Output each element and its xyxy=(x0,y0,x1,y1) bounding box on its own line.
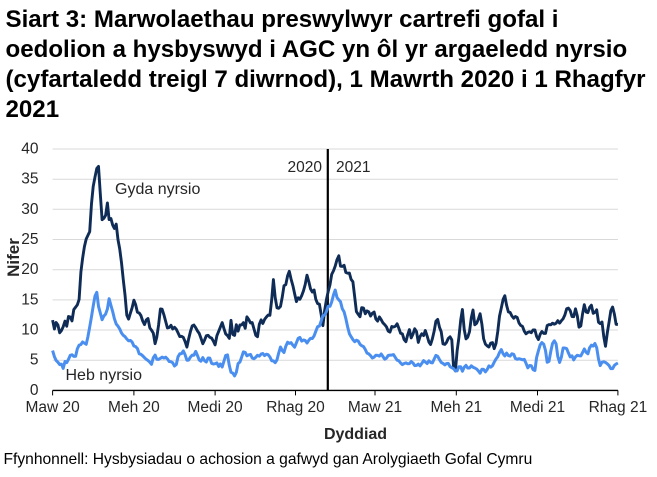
svg-text:Rhag 20: Rhag 20 xyxy=(266,399,325,416)
svg-text:Dyddiad: Dyddiad xyxy=(324,426,387,443)
svg-text:Heb nyrsio: Heb nyrsio xyxy=(66,367,143,384)
svg-text:0: 0 xyxy=(30,382,39,399)
svg-text:Medi 20: Medi 20 xyxy=(188,399,244,416)
svg-text:Medi 21: Medi 21 xyxy=(510,399,565,416)
svg-text:Maw 21: Maw 21 xyxy=(348,399,402,416)
svg-text:Meh 20: Meh 20 xyxy=(108,399,160,416)
svg-text:Meh 21: Meh 21 xyxy=(430,399,482,416)
svg-text:Nifer: Nifer xyxy=(4,238,23,277)
svg-text:Gyda nyrsio: Gyda nyrsio xyxy=(115,181,200,198)
svg-text:2021: 2021 xyxy=(336,159,370,176)
svg-text:5: 5 xyxy=(30,352,39,369)
svg-text:35: 35 xyxy=(21,171,38,188)
svg-text:10: 10 xyxy=(21,322,39,339)
svg-text:2020: 2020 xyxy=(288,159,323,176)
svg-text:15: 15 xyxy=(21,291,38,308)
svg-text:Rhag 21: Rhag 21 xyxy=(589,399,648,416)
svg-text:Maw 20: Maw 20 xyxy=(25,399,80,416)
svg-text:30: 30 xyxy=(21,201,39,218)
svg-text:40: 40 xyxy=(21,141,39,158)
svg-text:25: 25 xyxy=(21,231,38,248)
svg-text:20: 20 xyxy=(21,261,39,278)
